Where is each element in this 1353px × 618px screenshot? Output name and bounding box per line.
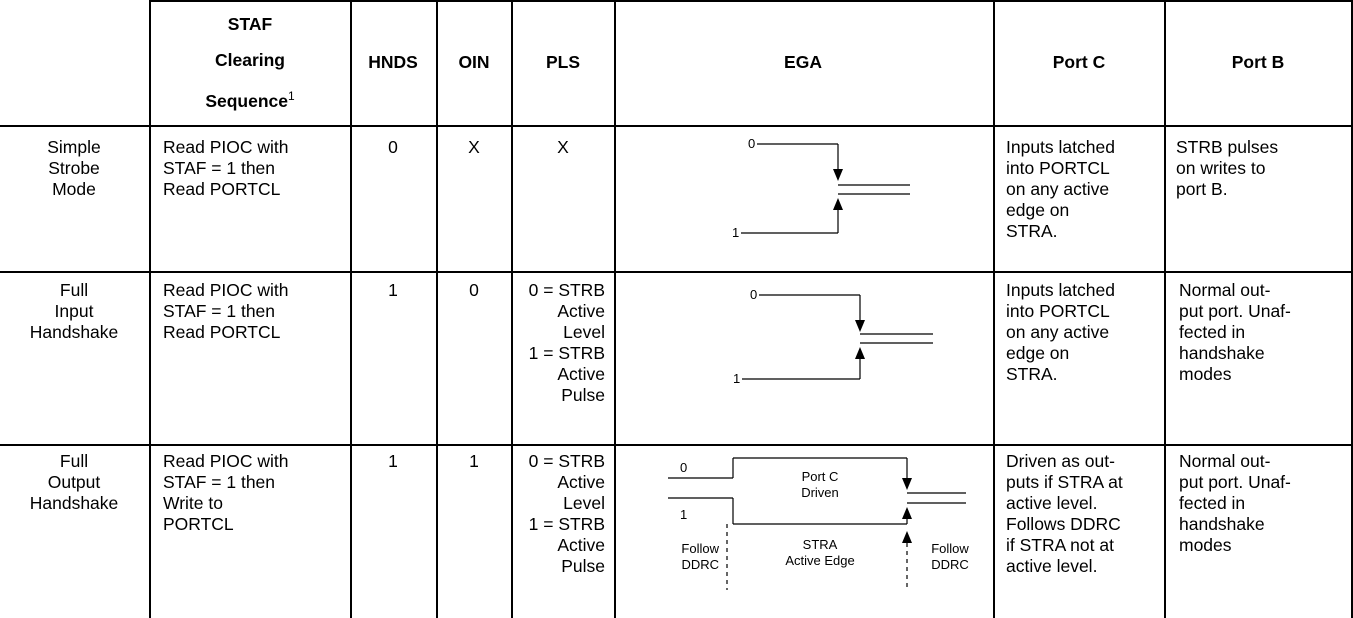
header-ega: EGA — [784, 52, 822, 72]
row1-port-c: Inputs latched into PORTCL on any active ed… — [1006, 137, 1115, 241]
row2-mode: Full Input Handshake — [29, 280, 119, 342]
row3-port-c: Driven as out-puts if STRA at active leve… — [1006, 451, 1123, 576]
row3-staf: Read PIOC with STAF = 1 then Write to PORTC… — [163, 451, 289, 534]
row1-ega-label0: 0 — [748, 136, 755, 151]
row3-ega-label1: 1 — [680, 507, 687, 522]
row1-hnds: 0 — [388, 137, 398, 157]
grid-line — [0, 271, 1353, 273]
grid-line — [993, 0, 995, 618]
row3-ega-port-c-driven-1: Port C — [802, 469, 839, 484]
header-oin: OIN — [458, 52, 490, 72]
grid-line — [1351, 0, 1353, 618]
grid-line — [511, 0, 513, 618]
row1-ega-label1: 1 — [732, 225, 739, 240]
row3-mode: Full Output Handshake — [29, 451, 119, 513]
row3-oin: 1 — [469, 451, 479, 471]
row2-staf: Read PIOC with STAF = 1 then Read PORTCL — [163, 280, 289, 342]
row2-ega-label0: 0 — [750, 287, 757, 302]
row2-ega-label1: 1 — [733, 371, 740, 386]
row1-mode: Simple Strobe Mode — [47, 137, 101, 199]
row3-ega-port-c-driven-2: Driven — [801, 485, 839, 500]
row2-ega-waveform: 0 1 — [733, 287, 933, 386]
grid-line — [149, 0, 1353, 2]
row2-hnds: 1 — [388, 280, 398, 300]
header-pls: PLS — [545, 52, 581, 72]
row3-ega-waveform: 0 1 Port C Driven STRA Active Edge Follo… — [668, 457, 969, 590]
grid-line — [1164, 0, 1166, 618]
grid-line — [149, 0, 151, 618]
row3-ega-follow-left-2: DDRC — [681, 557, 719, 572]
grid-line — [0, 125, 1353, 127]
header-port-b: Port B — [1231, 52, 1285, 72]
grid-line — [0, 444, 1353, 446]
row3-ega-stra-edge-2: Active Edge — [785, 553, 854, 568]
grid-line — [350, 0, 352, 618]
row3-pls: 0 = STRB Active Level 1 = STRB Active Pulse — [528, 451, 605, 576]
row1-port-b: STRB pulses on writes to port B. — [1176, 137, 1279, 199]
row3-ega-follow-right-2: DDRC — [931, 557, 969, 572]
row1-oin: X — [468, 137, 480, 157]
row1-ega-waveform: 0 1 — [732, 136, 910, 240]
row3-hnds: 1 — [388, 451, 398, 471]
row2-pls: 0 = STRB Active Level 1 = STRB Active Pulse — [528, 280, 605, 405]
row3-ega-follow-left-1: Follow — [681, 541, 719, 556]
grid-line — [614, 0, 616, 618]
row1-staf: Read PIOC with STAF = 1 then Read PORTCL — [163, 137, 289, 199]
row3-ega-stra-edge-1: STRA — [803, 537, 838, 552]
row2-oin: 0 — [469, 280, 479, 300]
row1-pls: X — [557, 137, 569, 157]
row2-port-b: Normal out-put port. Unaf-fected in hands… — [1179, 280, 1291, 384]
row3-port-b: Normal out-put port. Unaf-fected in hands… — [1179, 451, 1291, 555]
header-staf: STAF Clearing Sequence1 — [205, 14, 295, 111]
header-port-c: Port C — [1052, 52, 1106, 72]
row3-ega-label0: 0 — [680, 460, 687, 475]
header-hnds: HNDS — [368, 52, 418, 72]
grid-line — [436, 0, 438, 618]
row2-port-c: Inputs latched into PORTCL on any active ed… — [1006, 280, 1115, 384]
row3-ega-follow-right-1: Follow — [931, 541, 969, 556]
